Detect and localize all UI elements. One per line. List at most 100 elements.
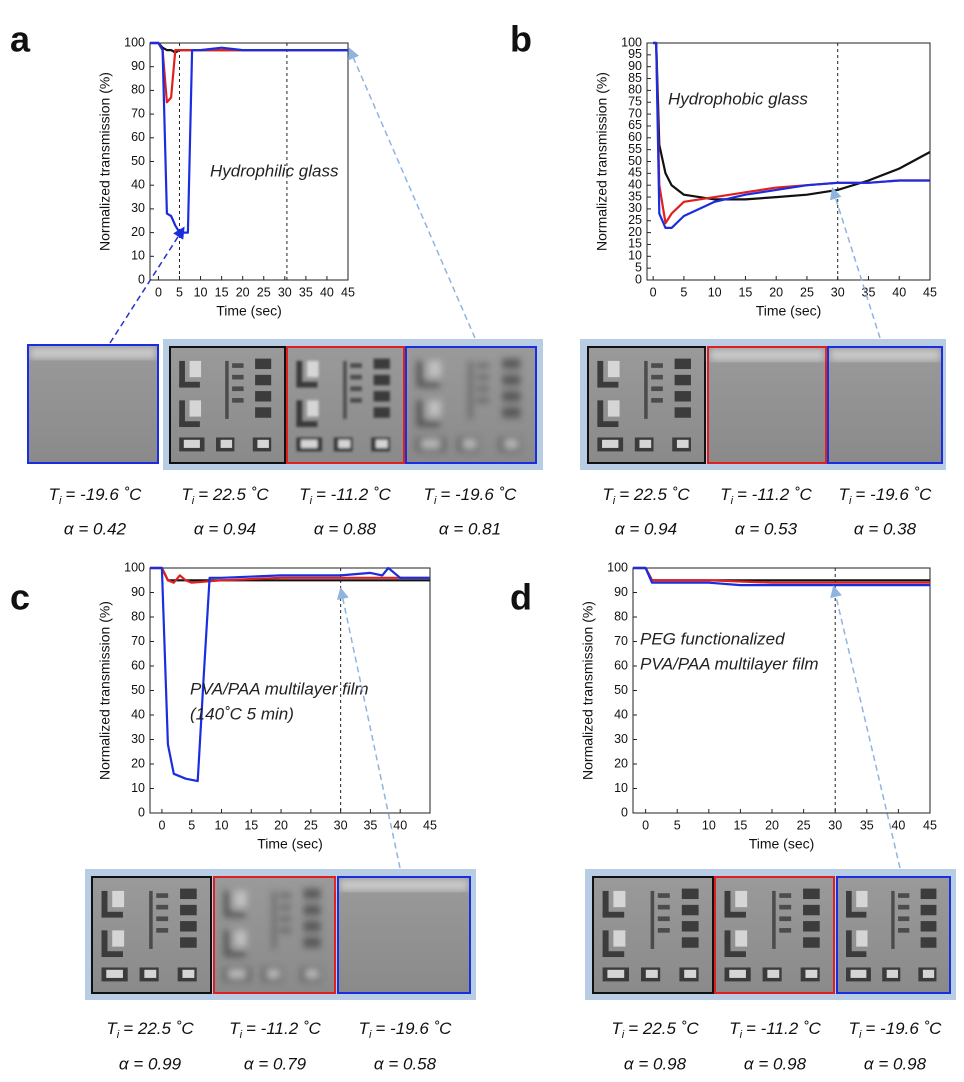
x-tick-label: 5 [188,818,195,832]
symbol: T [729,1019,741,1038]
subscript: i [434,495,437,507]
sample-image [707,346,827,464]
y-axis-label: Normalized transmission (%) [97,601,113,780]
temperature: = -19.6 ˚C [865,1019,942,1038]
image-border [707,346,827,464]
y-tick-label: 90 [131,585,145,599]
temperature: = -19.6 ˚C [375,1019,452,1038]
y-tick-label: 70 [628,106,642,120]
y-tick-label: 100 [124,560,145,574]
x-axis-label: Time (sec) [216,303,282,319]
x-tick-label: 30 [334,818,348,832]
y-tick-label: 70 [131,634,145,648]
image-border [27,344,159,464]
y-tick-label: 65 [628,118,642,132]
alpha-label: α = 0.42 [64,519,127,538]
y-tick-label: 90 [131,59,145,73]
y-tick-label: 15 [628,237,642,251]
y-tick-label: 30 [628,201,642,215]
y-tick-label: 85 [628,71,642,85]
x-tick-label: 0 [650,285,657,299]
temperature: = -11.2 ˚C [246,1019,322,1038]
arrow [336,587,401,869]
temperature-label: Ti = -11.2 ˚C [299,485,391,506]
annotation: PVA/PAA multilayer film [190,679,369,698]
symbol: T [181,485,193,504]
x-tick-label: 45 [923,818,937,832]
y-tick-label: 45 [628,166,642,180]
temperature-label: Ti = -11.2 ˚C [729,1019,821,1040]
x-tick-label: 10 [708,285,722,299]
x-tick-label: 25 [797,818,811,832]
image-border [286,346,405,464]
y-tick-label: 90 [628,59,642,73]
symbol: T [106,1019,118,1038]
sample-image [405,346,537,464]
x-tick-label: 20 [274,818,288,832]
temperature-label: Ti = 22.5 ˚C [181,485,269,506]
temperature: = -11.2 ˚C [316,485,392,504]
symbol: T [49,485,61,504]
subscript: i [192,495,195,507]
image-border [91,876,212,994]
symbol: T [424,485,436,504]
x-tick-label: 30 [831,285,845,299]
subscript: i [613,495,616,507]
panel-letter: a [10,19,31,60]
y-tick-label: 10 [131,781,145,795]
series-line [653,41,930,229]
x-tick-label: 15 [738,285,752,299]
subscript: i [849,495,852,507]
temperature-label: Ti = 22.5 ˚C [611,1019,699,1040]
temperature: = 22.5 ˚C [198,485,269,504]
y-tick-label: 0 [621,805,628,819]
alpha-label: α = 0.58 [374,1054,437,1073]
fog-edge [710,349,824,361]
alpha-label: α = 0.98 [744,1054,807,1073]
sample-image [169,346,286,464]
symbol: T [839,485,851,504]
y-tick-label: 40 [628,177,642,191]
image-bg [828,347,942,463]
y-tick-label: 20 [131,225,145,239]
panel-letter: c [10,577,30,618]
symbol: T [611,1019,623,1038]
image-border [587,346,706,464]
y-tick-label: 80 [614,609,628,623]
temperature-label: Ti = -19.6 ˚C [49,485,143,506]
y-tick-label: 20 [131,756,145,770]
series-line [633,566,930,582]
plot-frame [646,42,931,281]
series-line [633,566,930,587]
y-tick-label: 100 [607,560,628,574]
y-tick-label: 0 [635,272,642,286]
series-line [653,41,931,201]
y-tick-label: 60 [131,658,145,672]
image-border [337,876,471,994]
x-tick-label: 5 [674,818,681,832]
x-tick-label: 35 [860,818,874,832]
annotation: PEG functionalized [640,629,785,648]
y-tick-label: 100 [124,35,145,49]
image-bg [338,877,470,993]
x-tick-label: 35 [363,818,377,832]
temperature: = -19.6 ˚C [855,485,932,504]
alpha-label: α = 0.98 [864,1054,927,1073]
subscript: i [117,1029,120,1041]
y-tick-label: 10 [628,249,642,263]
temperature: = -11.2 ˚C [737,485,813,504]
y-tick-label: 20 [614,756,628,770]
y-tick-label: 80 [131,83,145,97]
temperature-label: Ti = -19.6 ˚C [359,1019,453,1040]
y-tick-label: 50 [131,154,145,168]
y-tick-label: 25 [628,213,642,227]
temperature-label: Ti = -11.2 ˚C [720,485,812,506]
x-tick-label: 5 [680,285,687,299]
y-tick-label: 80 [131,609,145,623]
alpha-label: α = 0.81 [439,519,501,538]
image-border [213,876,336,994]
series-line [150,566,430,584]
symbol: T [229,1019,241,1038]
x-tick-label: 10 [215,818,229,832]
